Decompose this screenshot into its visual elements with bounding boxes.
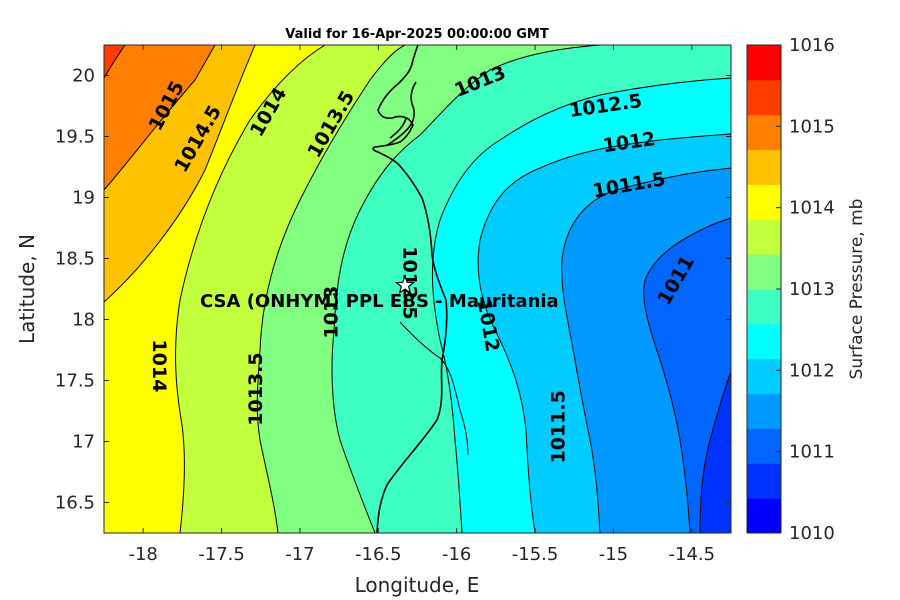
- contour-label: 1014: [148, 339, 170, 392]
- y-tick-label: 19.5: [55, 127, 95, 148]
- x-tick-label: -16: [442, 544, 471, 565]
- contour-label: 1011.5: [548, 390, 570, 463]
- x-tick-label: -17.5: [198, 544, 245, 565]
- colorbar-tick-label: 1014: [789, 198, 835, 219]
- contour-1012-5: [431, 77, 731, 533]
- y-tick-label: 20: [72, 66, 95, 87]
- contour-1015: [104, 45, 216, 191]
- x-tick-label: -17: [285, 544, 314, 565]
- y-axis-ticks: 16.5 17 17.5 18 18.5 19 19.5 20: [55, 66, 731, 514]
- colorbar-tick-label: 1016: [789, 35, 835, 56]
- x-tick-label: -15.5: [512, 544, 559, 565]
- y-tick-label: 18: [72, 310, 95, 331]
- colorbar-tick-label: 1015: [789, 116, 835, 137]
- colorbar-tick-label: 1011: [789, 442, 835, 463]
- y-tick-label: 17.5: [55, 371, 95, 392]
- site-star-marker: [394, 274, 416, 294]
- contour-1014-5: [104, 45, 256, 303]
- colorbar-swatch: [747, 498, 781, 534]
- y-tick-label: 16.5: [55, 493, 95, 514]
- colorbar-swatch: [747, 149, 781, 185]
- colorbar-swatch: [747, 323, 781, 360]
- y-tick-label: 19: [72, 188, 95, 209]
- x-tick-label: -15: [599, 544, 628, 565]
- colorbar-swatch: [747, 184, 781, 220]
- band-1010-1010-5: [700, 372, 731, 533]
- colorbar-swatch: [747, 79, 781, 116]
- contour-label: 1013: [320, 286, 342, 339]
- colorbar-swatch: [747, 45, 781, 81]
- coastline-islet: [385, 81, 417, 147]
- band-1016-plus: [104, 45, 125, 78]
- colorbar-tick-label: 1010: [789, 523, 835, 544]
- y-tick-label: 17: [72, 432, 95, 453]
- colorbar-swatch: [747, 463, 781, 499]
- contour-1011: [643, 217, 731, 533]
- x-axis-title: Longitude, E: [355, 573, 480, 597]
- colorbar-tick-label: 1013: [789, 279, 835, 300]
- contour-1013-5: [256, 45, 406, 533]
- colorbar-swatch: [747, 254, 781, 290]
- contour-1014: [175, 45, 326, 533]
- x-tick-label: -18: [128, 544, 157, 565]
- plot-frame: [103, 44, 732, 534]
- contour-1013: [331, 45, 601, 533]
- contour-lines: [104, 45, 731, 533]
- coastline-islet-2: [389, 117, 407, 139]
- colorbar-swatch: [747, 393, 781, 429]
- contour-1011-5: [561, 167, 731, 533]
- contour-label: 1013.5: [245, 352, 267, 425]
- colorbar-title: Surface Pressure, mb: [847, 199, 867, 380]
- colorbar-swatch: [747, 219, 781, 255]
- colorbar-swatch: [747, 289, 781, 325]
- x-tick-label: -16.5: [355, 544, 402, 565]
- coastline-main: [372, 45, 448, 533]
- plot-title: Valid for 16-Apr-2025 00:00:00 GMT: [285, 27, 549, 42]
- colorbar-swatch: [747, 358, 781, 395]
- colorbar: 1010 1011 1012 1013 1014 1015 1016: [746, 35, 835, 544]
- x-tick-label: -14.5: [669, 544, 716, 565]
- y-tick-label: 18.5: [55, 249, 95, 270]
- inland-border: [399, 321, 469, 456]
- colorbar-swatch: [747, 114, 781, 151]
- x-axis-ticks: -18 -17.5 -17 -16.5 -16 -15.5 -15 -14.5: [128, 45, 715, 565]
- colorbar-tick-label: 1012: [789, 360, 835, 381]
- contour-1010-5: [699, 371, 731, 533]
- colorbar-swatch: [747, 428, 781, 464]
- y-axis-title: Latitude, N: [15, 234, 39, 344]
- contour-1012: [477, 133, 731, 533]
- site-label: CSA (ONHYM) PPL EBS - Mauritania: [200, 291, 559, 312]
- coastline: [372, 45, 469, 533]
